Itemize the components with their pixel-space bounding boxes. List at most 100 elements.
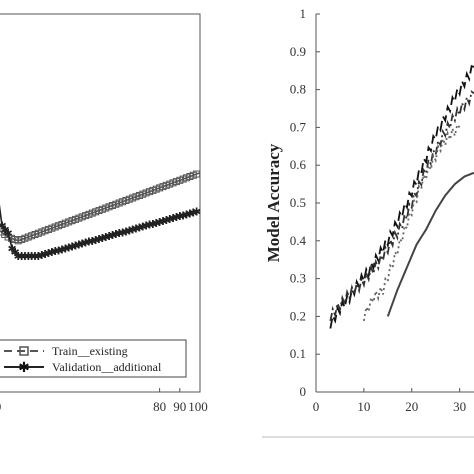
validation-additional-point: ✱: [172, 211, 181, 224]
validation-additional-point: ✱: [179, 209, 188, 222]
validation-additional-point: ✱: [145, 219, 154, 232]
validation-additional-point: ✱: [162, 214, 171, 227]
validation-additional-point: ✱: [165, 213, 174, 226]
validation-additional-point: ✱: [142, 220, 151, 233]
validation-additional-point: ✱: [30, 250, 39, 263]
validation-additional-point: ✱: [44, 247, 53, 260]
validation-additional-point: ✱: [8, 242, 17, 255]
validation-additional-point: ✱: [108, 229, 117, 242]
right-y-tick-label: 0.9: [290, 44, 306, 59]
validation-additional-point: ✱: [14, 250, 23, 263]
validation-additional-point: ✱: [51, 245, 60, 258]
validation-additional-point: ✱: [0, 220, 7, 233]
train-existing-point: [193, 170, 201, 178]
validation-additional-point: ✱: [111, 228, 120, 241]
left-x-tick-label: 90: [173, 399, 186, 414]
right-series-long-dash-line: [329, 64, 474, 329]
validation-additional-point: ✱: [3, 227, 12, 240]
validation-additional-point: ✱: [37, 249, 46, 262]
validation-additional-point: ✱: [17, 250, 26, 263]
right-series-dash-dot-line: [329, 90, 474, 322]
validation-additional-point: ✱: [115, 227, 124, 240]
validation-additional-point: ✱: [74, 239, 83, 252]
validation-additional-point: ✱: [27, 250, 36, 263]
right-y-tick-label: 1: [300, 6, 307, 21]
right-y-tick-label: 0.3: [290, 271, 306, 286]
validation-additional-point: ✱: [131, 223, 140, 236]
validation-additional-point: ✱: [84, 236, 93, 249]
right-y-ticks: 0 0.1 0.2 0.3 0.4 0.5 0.6 0.7 0.8 0.9 1: [290, 6, 320, 399]
validation-additional-point: ✱: [155, 216, 164, 229]
validation-additional-point: ✱: [54, 244, 63, 257]
right-y-tick-label: 0.6: [290, 157, 307, 172]
right-y-tick-label: 0.8: [290, 82, 306, 97]
validation-additional-point: ✱: [192, 206, 201, 219]
validation-additional-point: ✱: [148, 218, 157, 231]
left-plot-frame: [0, 13, 201, 393]
right-chart: 0 0.1 0.2 0.3 0.4 0.5 0.6 0.7 0.8 0.9 1 0 10 20 30 Mo…: [262, 6, 474, 438]
right-y-tick-label: 0.1: [290, 346, 306, 361]
validation-additional-point: ✱: [94, 233, 103, 246]
right-y-tick-label: 0: [300, 384, 307, 399]
right-x-tick-label: 0: [313, 399, 320, 414]
right-y-tick-label: 0.5: [290, 195, 306, 210]
series-validation-additional-line: [0, 204, 201, 257]
validation-additional-point: ✱: [88, 235, 97, 248]
validation-additional-point: ✱: [20, 250, 29, 263]
validation-additional-point: ✱: [175, 210, 184, 223]
right-series-group: [329, 64, 474, 329]
validation-additional-point: ✱: [185, 207, 194, 220]
left-legend: Train__existing ✱ Validation__additional: [0, 339, 187, 378]
validation-additional-point: ✱: [41, 248, 50, 261]
left-chart: ✱✱✱✱✱✱✱✱✱✱✱✱✱✱✱✱✱✱✱✱✱✱✱✱✱✱✱✱✱✱✱✱✱✱✱✱✱✱✱✱…: [0, 13, 208, 414]
right-y-tick-label: 0.4: [290, 233, 307, 248]
validation-additional-point: ✱: [128, 223, 137, 236]
validation-additional-point: ✱: [0, 223, 9, 236]
validation-additional-point: ✱: [138, 221, 147, 234]
legend-validation-label: Validation__additional: [52, 360, 162, 374]
right-x-tick-label: 20: [405, 399, 418, 414]
right-y-axis-label: Model Accuracy: [264, 143, 283, 262]
validation-additional-point: ✱: [125, 224, 134, 237]
validation-additional-point: ✱: [81, 237, 90, 250]
validation-additional-point: ✱: [104, 230, 113, 243]
validation-additional-point: ✱: [91, 234, 100, 247]
left-x-tick-label: 0: [0, 399, 1, 414]
validation-additional-point: ✱: [98, 232, 107, 245]
validation-additional-point: ✱: [158, 215, 167, 228]
validation-additional-point: ✱: [135, 222, 144, 235]
validation-additional-point: ✱: [61, 242, 70, 255]
legend-validation-marker: ✱: [18, 360, 30, 376]
validation-additional-point: ✱: [168, 212, 177, 225]
validation-additional-point: ✱: [182, 208, 191, 221]
validation-additional-point: ✱: [152, 217, 161, 230]
validation-additional-point: ✱: [24, 250, 33, 263]
right-series-solid-line: [386, 171, 474, 317]
right-series-dotted-line: [362, 122, 461, 322]
left-x-tick-label: 100: [188, 399, 208, 414]
legend-train-label: Train__existing: [52, 344, 128, 358]
right-y-tick-label: 0.7: [290, 119, 307, 134]
validation-additional-point: ✱: [47, 246, 56, 259]
right-x-ticks: 0 10 20 30: [313, 388, 466, 414]
validation-additional-point: ✱: [67, 240, 76, 253]
validation-additional-point: ✱: [78, 238, 87, 251]
validation-additional-point: ✱: [101, 231, 110, 244]
validation-additional-point: ✱: [34, 250, 43, 263]
right-y-tick-label: 0.2: [290, 308, 306, 323]
validation-additional-point: ✱: [121, 225, 130, 238]
validation-additional-point: ✱: [57, 243, 66, 256]
right-x-tick-label: 10: [357, 399, 370, 414]
validation-additional-point: ✱: [118, 226, 127, 239]
left-series-group: ✱✱✱✱✱✱✱✱✱✱✱✱✱✱✱✱✱✱✱✱✱✱✱✱✱✱✱✱✱✱✱✱✱✱✱✱✱✱✱✱…: [0, 170, 201, 263]
legend-train-marker: [19, 346, 29, 356]
left-x-tick-label: 80: [153, 399, 166, 414]
validation-additional-point: ✱: [189, 206, 198, 219]
validation-additional-point: ✱: [11, 246, 20, 259]
validation-additional-point: ✱: [71, 240, 80, 253]
left-legend-box: [0, 339, 187, 378]
right-x-tick-label: 30: [453, 399, 466, 414]
validation-additional-point: ✱: [64, 241, 73, 254]
